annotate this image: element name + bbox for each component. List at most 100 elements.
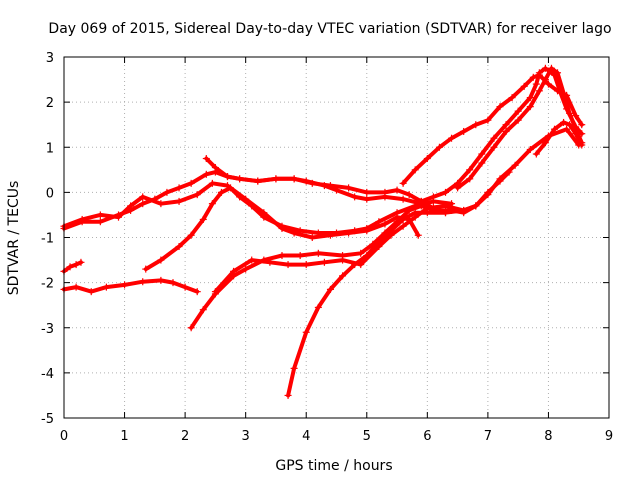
data-point — [363, 224, 371, 232]
data-point — [375, 218, 383, 226]
data-point — [181, 283, 189, 291]
data-point — [187, 179, 195, 187]
data-point — [333, 229, 340, 237]
y-tick-label: 0 — [46, 186, 54, 201]
data-point — [566, 109, 574, 117]
series-trace — [204, 156, 448, 215]
data-point — [248, 256, 256, 264]
data-point — [541, 64, 549, 72]
data-point — [526, 94, 534, 102]
data-point — [193, 191, 201, 199]
data-point — [351, 227, 359, 235]
y-tick-label: -1 — [41, 232, 54, 247]
data-point — [169, 279, 177, 287]
data-point — [363, 188, 371, 196]
data-point — [502, 127, 510, 135]
data-point — [175, 243, 183, 251]
data-point — [345, 184, 353, 192]
data-point — [490, 134, 498, 142]
data-point — [78, 215, 86, 223]
data-point — [202, 155, 210, 163]
data-point — [560, 89, 568, 97]
data-point — [96, 218, 104, 226]
series-trace — [62, 260, 83, 274]
data-point — [157, 200, 165, 208]
data-point — [399, 222, 407, 230]
data-point — [484, 116, 492, 124]
data-point — [351, 261, 359, 269]
data-point — [163, 188, 171, 196]
data-point — [142, 265, 150, 273]
x-tick-label: 4 — [302, 429, 310, 444]
data-point — [414, 231, 422, 239]
data-point — [532, 150, 540, 158]
data-point — [417, 197, 425, 205]
data-point — [411, 209, 419, 217]
data-point — [202, 170, 210, 178]
data-point — [187, 231, 195, 239]
data-point — [566, 121, 574, 129]
data-point — [442, 202, 449, 210]
data-point — [121, 281, 129, 289]
data-point — [193, 288, 201, 296]
data-point — [102, 283, 110, 291]
data-point — [399, 215, 407, 223]
data-point — [199, 215, 207, 223]
data-point — [572, 112, 580, 120]
data-point — [563, 125, 571, 133]
data-point — [399, 195, 407, 203]
data-point — [72, 283, 80, 291]
data-series — [60, 179, 422, 241]
data-point — [535, 87, 543, 95]
data-point — [435, 143, 443, 151]
y-tick-label: 2 — [46, 96, 54, 111]
data-point — [363, 252, 371, 260]
data-point — [399, 179, 407, 187]
data-point — [514, 107, 522, 115]
data-point — [175, 184, 183, 192]
x-tick-label: 6 — [423, 429, 431, 444]
data-point — [314, 229, 322, 237]
y-tick-label: 1 — [46, 141, 54, 156]
data-point — [547, 64, 555, 72]
series-trace — [286, 203, 478, 398]
data-point — [381, 220, 389, 228]
data-point — [460, 127, 468, 135]
x-tick-label: 0 — [60, 429, 68, 444]
data-point — [393, 186, 401, 194]
data-point — [541, 139, 549, 147]
series-trace — [419, 66, 584, 204]
y-tick-label: -5 — [41, 412, 54, 427]
data-point — [381, 188, 389, 196]
data-point — [296, 227, 304, 235]
data-point — [217, 188, 225, 196]
data-point — [526, 103, 534, 111]
series-trace — [143, 185, 454, 272]
data-point — [460, 206, 468, 214]
data-point — [339, 272, 347, 280]
data-point — [254, 177, 262, 185]
data-point — [175, 197, 183, 205]
data-point — [472, 202, 480, 210]
data-point — [472, 121, 480, 129]
data-series — [284, 202, 480, 399]
data-point — [339, 256, 347, 264]
data-point — [302, 328, 310, 336]
data-series — [211, 125, 583, 296]
series-trace — [62, 278, 200, 294]
data-point — [211, 164, 219, 172]
data-point — [272, 175, 280, 183]
data-point — [72, 261, 80, 269]
data-point — [484, 191, 492, 199]
x-tick-label: 3 — [242, 429, 250, 444]
data-point — [236, 175, 244, 183]
data-point — [363, 195, 371, 203]
data-point — [551, 125, 558, 133]
data-point — [393, 209, 401, 217]
data-point — [466, 175, 474, 183]
data-point — [554, 69, 562, 77]
data-point — [532, 80, 540, 88]
data-point — [308, 234, 316, 241]
data-point — [529, 73, 537, 81]
